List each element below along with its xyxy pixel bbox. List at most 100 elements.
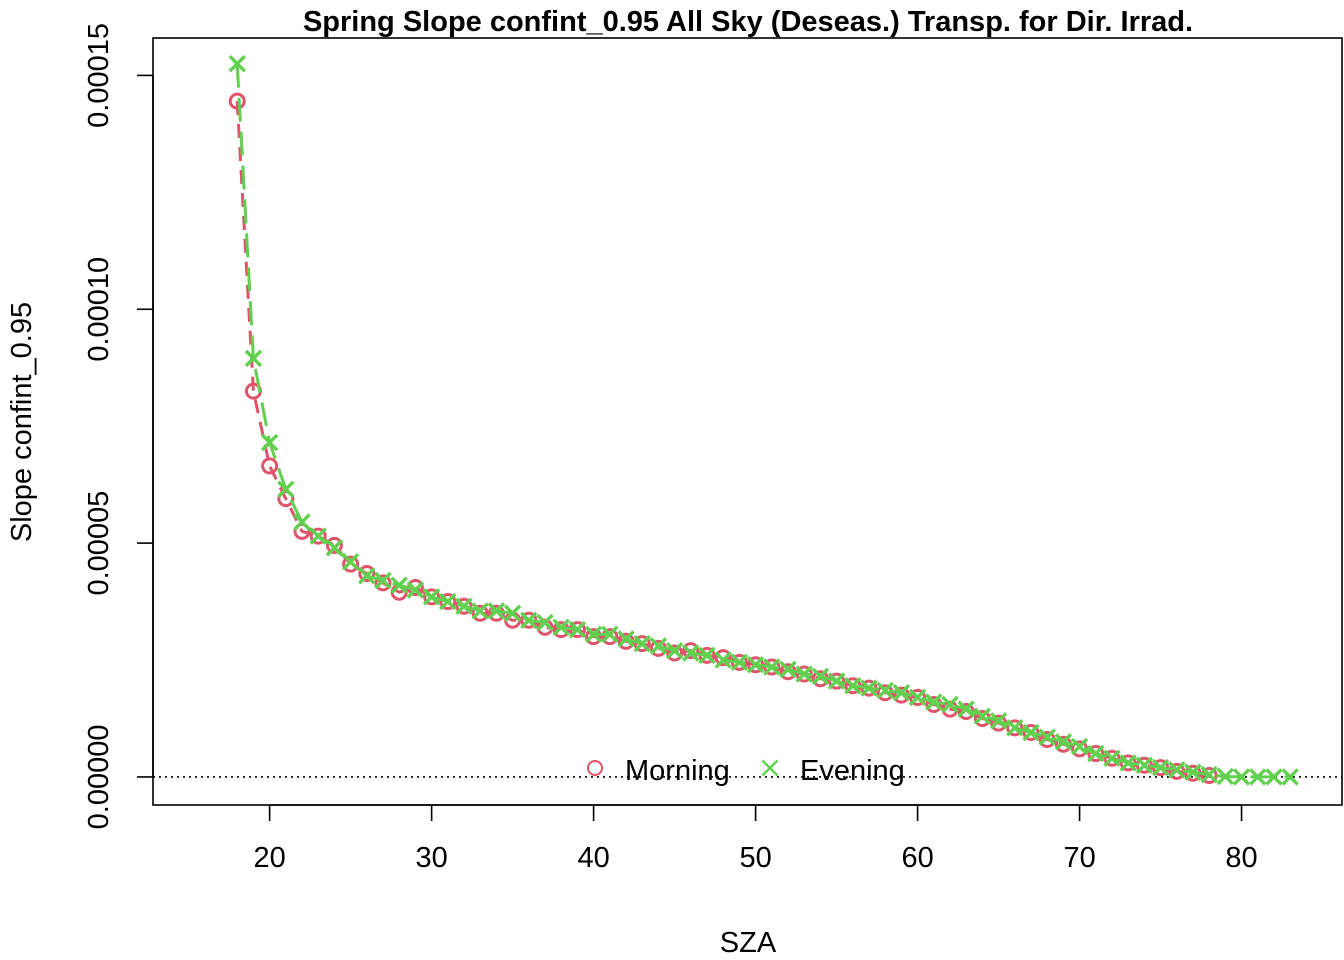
- x-tick-label: 80: [1225, 842, 1257, 874]
- evening-point: [1151, 758, 1170, 777]
- plot-area-frame: [152, 37, 1343, 806]
- evening-point: [941, 695, 959, 714]
- evening-point: [601, 625, 619, 643]
- morning-point: [1103, 749, 1121, 767]
- x-tick-label: 50: [739, 842, 771, 874]
- evening-point: [260, 433, 279, 452]
- morning-point: [828, 672, 846, 690]
- series-line-morning: [235, 101, 1210, 777]
- evening-point: [633, 634, 651, 653]
- evening-point: [1022, 723, 1040, 742]
- morning-point: [471, 604, 489, 622]
- morning-point: [1006, 719, 1024, 737]
- x-tick-label: 60: [901, 842, 933, 874]
- evening-point: [309, 527, 327, 545]
- morning-point: [228, 92, 246, 110]
- evening-point: [374, 571, 392, 590]
- y-tick-label: 0.00005: [83, 491, 115, 596]
- evening-point: [779, 660, 797, 679]
- evening-point: [406, 581, 425, 599]
- morning-point: [342, 555, 360, 573]
- evening-point: [487, 602, 506, 620]
- evening-point: [827, 672, 846, 690]
- morning-point: [358, 564, 376, 582]
- x-tick-label: 20: [253, 842, 285, 874]
- evening-point: [341, 553, 360, 571]
- morning-point: [633, 635, 651, 653]
- evening-point: [908, 688, 927, 707]
- evening-point: [536, 613, 554, 632]
- legend-marker-evening: [761, 759, 779, 777]
- evening-point: [763, 658, 781, 676]
- x-axis-label: SZA: [720, 927, 777, 959]
- morning-point: [455, 597, 473, 615]
- evening-point: [1070, 737, 1089, 756]
- morning-point: [1087, 745, 1105, 763]
- x-axis: 20 30 40 50 60 70 80: [253, 804, 1258, 874]
- evening-point: [277, 480, 295, 499]
- evening-point: [584, 625, 603, 643]
- x-tick-label: 40: [577, 842, 609, 874]
- evening-point: [439, 592, 457, 611]
- evening-point: [1006, 719, 1024, 737]
- evening-point: [876, 681, 894, 700]
- evening-point: [973, 707, 992, 725]
- evening-point: [925, 693, 943, 711]
- evening-point: [617, 630, 635, 648]
- legend: Morning Evening: [587, 755, 905, 787]
- evening-point: [746, 655, 765, 674]
- evening-point: [471, 602, 489, 620]
- y-axis: 0.00000 0.00005 0.00010 0.00015: [83, 23, 154, 829]
- morning-point: [439, 593, 457, 611]
- morning-point: [374, 574, 392, 592]
- evening-point: [228, 55, 246, 73]
- evening-point: [1200, 765, 1218, 784]
- morning-point: [714, 649, 732, 667]
- evening-point: [811, 667, 830, 686]
- evening-point: [1184, 763, 1202, 781]
- evening-point: [649, 637, 668, 655]
- evening-point: [390, 576, 408, 594]
- morning-point: [909, 688, 927, 706]
- x-tick-label: 30: [415, 842, 447, 874]
- morning-point: [682, 642, 700, 660]
- evening-point: [552, 618, 570, 636]
- y-tick-label: 0.00010: [83, 257, 115, 362]
- evening-point: [1135, 756, 1154, 774]
- legend-x-glyph: [761, 759, 779, 777]
- evening-point: [244, 349, 263, 368]
- evening-point: [860, 679, 878, 697]
- series-morning: [228, 92, 1218, 785]
- evening-point: [714, 651, 732, 669]
- evening-point: [1103, 749, 1121, 767]
- series-layer: [228, 55, 1299, 786]
- evening-point: [455, 597, 473, 615]
- morning-point: [309, 527, 327, 545]
- morning-point: [585, 628, 603, 646]
- evening-point: [1281, 768, 1299, 786]
- morning-point: [1022, 724, 1040, 742]
- evening-point: [795, 665, 813, 683]
- series-evening: [228, 55, 1299, 786]
- evening-point: [1249, 768, 1267, 786]
- chart-title: Spring Slope confint_0.95 All Sky (Desea…: [303, 6, 1193, 38]
- evening-point: [520, 611, 538, 629]
- evening-point: [1119, 754, 1137, 772]
- legend-label-morning: Morning: [625, 755, 730, 787]
- y-axis-label: Slope confint_0.95: [6, 302, 38, 542]
- evening-point: [892, 684, 911, 702]
- evening-point: [358, 567, 376, 585]
- evening-point: [957, 700, 975, 718]
- y-tick-label: 0.00015: [83, 23, 115, 128]
- evening-point: [698, 646, 716, 665]
- evening-point: [730, 653, 749, 672]
- evening-point: [1168, 761, 1186, 779]
- evening-point: [293, 513, 311, 531]
- morning-point: [601, 628, 619, 646]
- legend-marker-morning: [587, 760, 603, 776]
- evening-point: [325, 539, 344, 557]
- legend-label-evening: Evening: [800, 755, 905, 787]
- evening-point: [1054, 733, 1073, 751]
- evening-point: [1038, 728, 1056, 746]
